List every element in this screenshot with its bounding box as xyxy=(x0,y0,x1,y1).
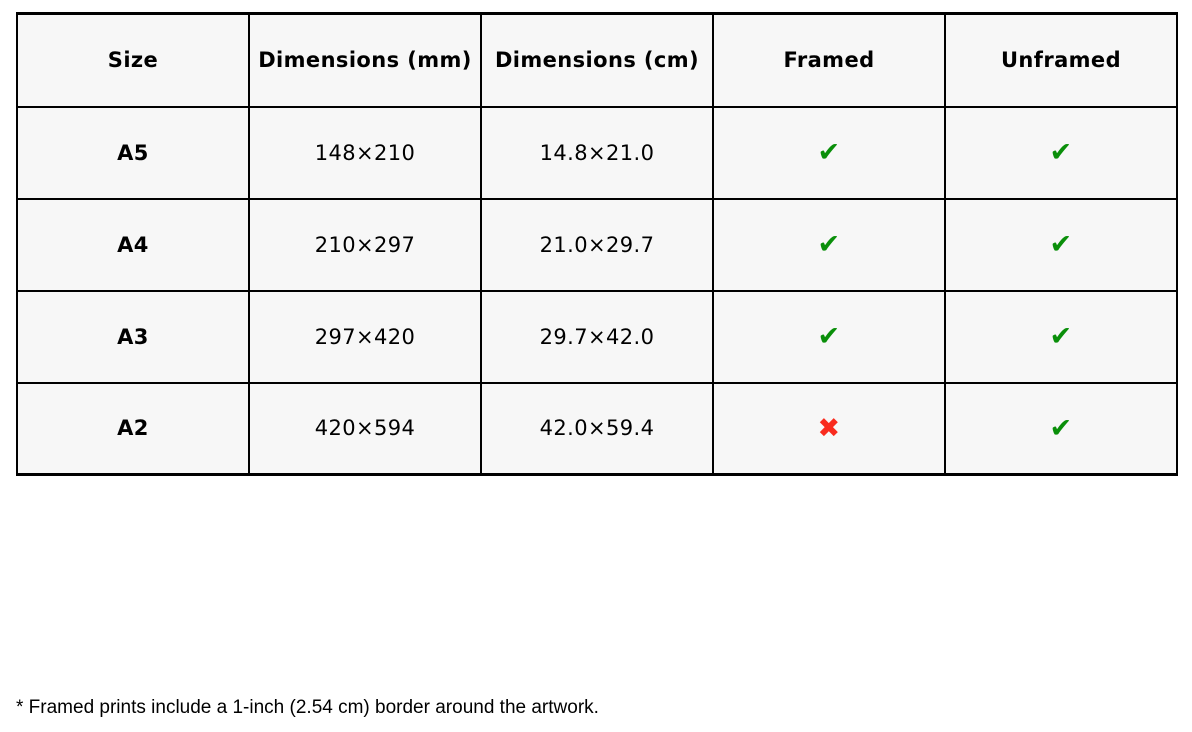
cell-size: A5 xyxy=(16,105,250,200)
header-row: Size Dimensions (mm) Dimensions (cm) Fra… xyxy=(16,12,1178,108)
cell-dimensions-cm: 21.0×29.7 xyxy=(480,197,714,292)
table-row-a3: A3 297×420 29.7×42.0 ✔ ✔ xyxy=(16,289,1178,384)
cell-framed: ✖ xyxy=(712,381,946,476)
check-icon: ✔ xyxy=(817,321,841,352)
framed-border-footnote: * Framed prints include a 1-inch (2.54 c… xyxy=(16,697,599,718)
check-icon: ✔ xyxy=(1049,229,1073,260)
col-header-dimensions-mm: Dimensions (mm) xyxy=(248,12,482,108)
table-row-a5: A5 148×210 14.8×21.0 ✔ ✔ xyxy=(16,105,1178,200)
check-icon: ✔ xyxy=(1049,137,1073,168)
table-body: A5 148×210 14.8×21.0 ✔ ✔ A4 210×297 21.0… xyxy=(16,105,1178,476)
cell-size: A3 xyxy=(16,289,250,384)
table-row-a4: A4 210×297 21.0×29.7 ✔ ✔ xyxy=(16,197,1178,292)
cell-dimensions-cm: 14.8×21.0 xyxy=(480,105,714,200)
check-icon: ✔ xyxy=(1049,412,1073,444)
cell-framed: ✔ xyxy=(712,197,946,292)
cell-dimensions-mm: 297×420 xyxy=(248,289,482,384)
cell-dimensions-mm: 148×210 xyxy=(248,105,482,200)
col-header-unframed: Unframed xyxy=(944,12,1178,108)
cell-dimensions-cm: 42.0×59.4 xyxy=(480,381,714,476)
cell-dimensions-cm: 29.7×42.0 xyxy=(480,289,714,384)
cell-unframed: ✔ xyxy=(944,381,1178,476)
table-row-a2: A2 420×594 42.0×59.4 ✖ ✔ xyxy=(16,381,1178,476)
col-header-size: Size xyxy=(16,12,250,108)
cell-unframed: ✔ xyxy=(944,197,1178,292)
col-header-dimensions-cm: Dimensions (cm) xyxy=(480,12,714,108)
cell-dimensions-mm: 420×594 xyxy=(248,381,482,476)
check-icon: ✔ xyxy=(1049,321,1073,352)
table-header: Size Dimensions (mm) Dimensions (cm) Fra… xyxy=(16,12,1178,108)
cell-framed: ✔ xyxy=(712,105,946,200)
cell-dimensions-mm: 210×297 xyxy=(248,197,482,292)
col-header-framed: Framed xyxy=(712,12,946,108)
cell-framed: ✔ xyxy=(712,289,946,384)
cell-size: A4 xyxy=(16,197,250,292)
cell-unframed: ✔ xyxy=(944,289,1178,384)
print-size-table: Size Dimensions (mm) Dimensions (cm) Fra… xyxy=(16,12,1178,476)
cross-icon: ✖ xyxy=(817,412,841,444)
cell-unframed: ✔ xyxy=(944,105,1178,200)
check-icon: ✔ xyxy=(817,229,841,260)
cell-size: A2 xyxy=(16,381,250,476)
check-icon: ✔ xyxy=(817,137,841,168)
